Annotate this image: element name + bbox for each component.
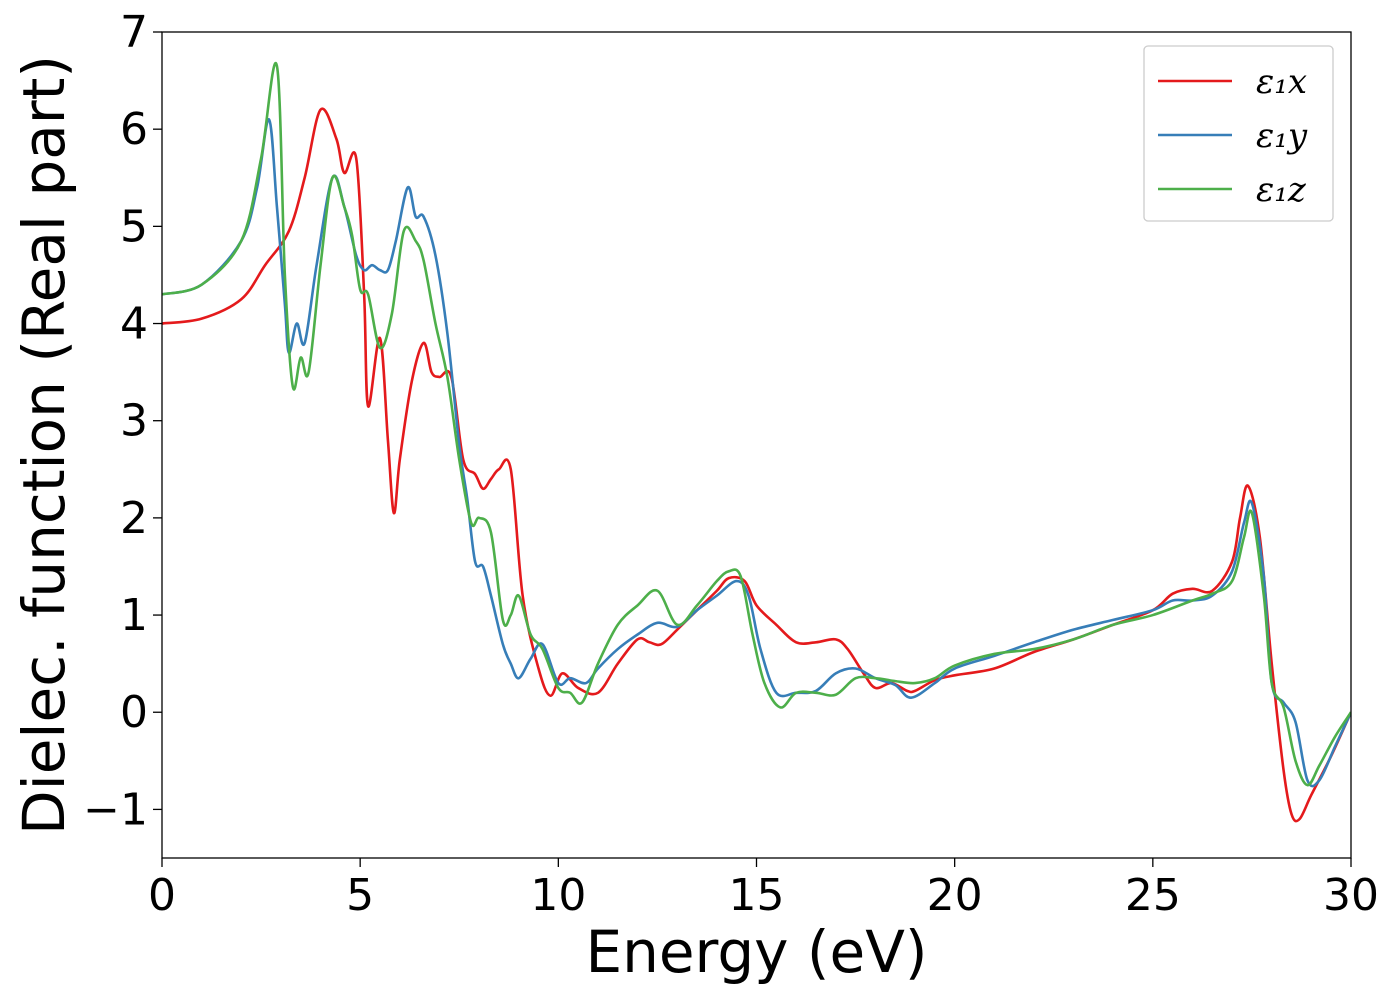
x-tick-label: 10: [530, 870, 586, 921]
legend-box: [1143, 45, 1334, 222]
legend-label: ε₁x: [1256, 62, 1307, 102]
x-axis-label: Energy (eV): [585, 918, 927, 986]
y-tick-label: 5: [120, 201, 148, 252]
y-tick-label: 1: [120, 590, 148, 641]
y-tick-label: 3: [120, 396, 148, 447]
x-tick-label: 15: [729, 870, 785, 921]
y-axis-label: Dielec. function (Real part): [10, 55, 78, 835]
legend-label: ε₁y: [1256, 116, 1308, 156]
x-axis: 0 5 10 15 20 25 30: [148, 858, 1379, 921]
series-line-2: [162, 61, 1351, 787]
legend: ε₁x ε₁y ε₁z: [1143, 45, 1334, 222]
y-tick-label: 4: [120, 299, 148, 350]
x-tick-label: 30: [1323, 870, 1379, 921]
x-tick-label: 0: [148, 870, 176, 921]
y-tick-label: −1: [83, 784, 148, 835]
series-line-0: [162, 107, 1351, 823]
x-tick-label: 20: [927, 870, 983, 921]
x-tick-label: 5: [346, 870, 374, 921]
y-tick-label: 7: [120, 7, 148, 58]
y-tick-label: 2: [120, 493, 148, 544]
y-axis: −1 0 1 2 3 4 5 6 7: [83, 7, 162, 835]
x-tick-label: 25: [1125, 870, 1181, 921]
legend-label: ε₁z: [1256, 170, 1307, 210]
series-layer: [162, 61, 1351, 823]
y-tick-label: 0: [120, 687, 148, 738]
y-tick-label: 6: [120, 104, 148, 155]
